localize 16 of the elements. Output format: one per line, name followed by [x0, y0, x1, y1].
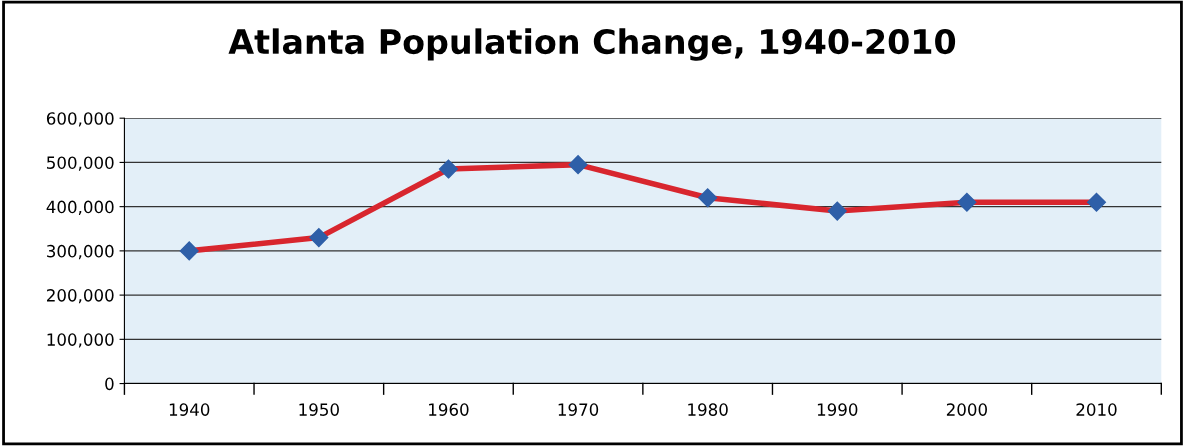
x-tick-label: 1950: [299, 403, 339, 416]
y-tick-label: 300,000: [47, 244, 114, 260]
y-tick-label: 200,000: [47, 289, 114, 304]
y-tick-label: 0: [105, 377, 114, 391]
x-tick-label: 1990: [817, 403, 858, 416]
x-tick-label: 1980: [688, 403, 728, 416]
y-tick-label: 400,000: [46, 200, 114, 215]
y-tick-label: 100,000: [47, 333, 114, 348]
x-tick-label: 2000: [946, 403, 987, 416]
x-tick-label: 2010: [1076, 403, 1117, 416]
y-tick-label: 600,000: [46, 112, 114, 127]
x-tick-label: 1940: [169, 403, 210, 416]
chart-title: Atlanta Population Change, 1940-2010: [228, 28, 956, 61]
x-tick-label: 1960: [429, 403, 469, 416]
y-tick-label: 500,000: [47, 156, 114, 171]
x-tick-label: 1970: [558, 403, 599, 416]
